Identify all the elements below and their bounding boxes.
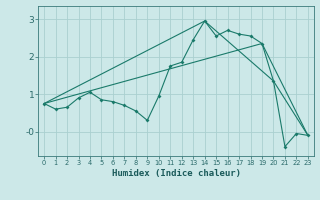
- X-axis label: Humidex (Indice chaleur): Humidex (Indice chaleur): [111, 169, 241, 178]
